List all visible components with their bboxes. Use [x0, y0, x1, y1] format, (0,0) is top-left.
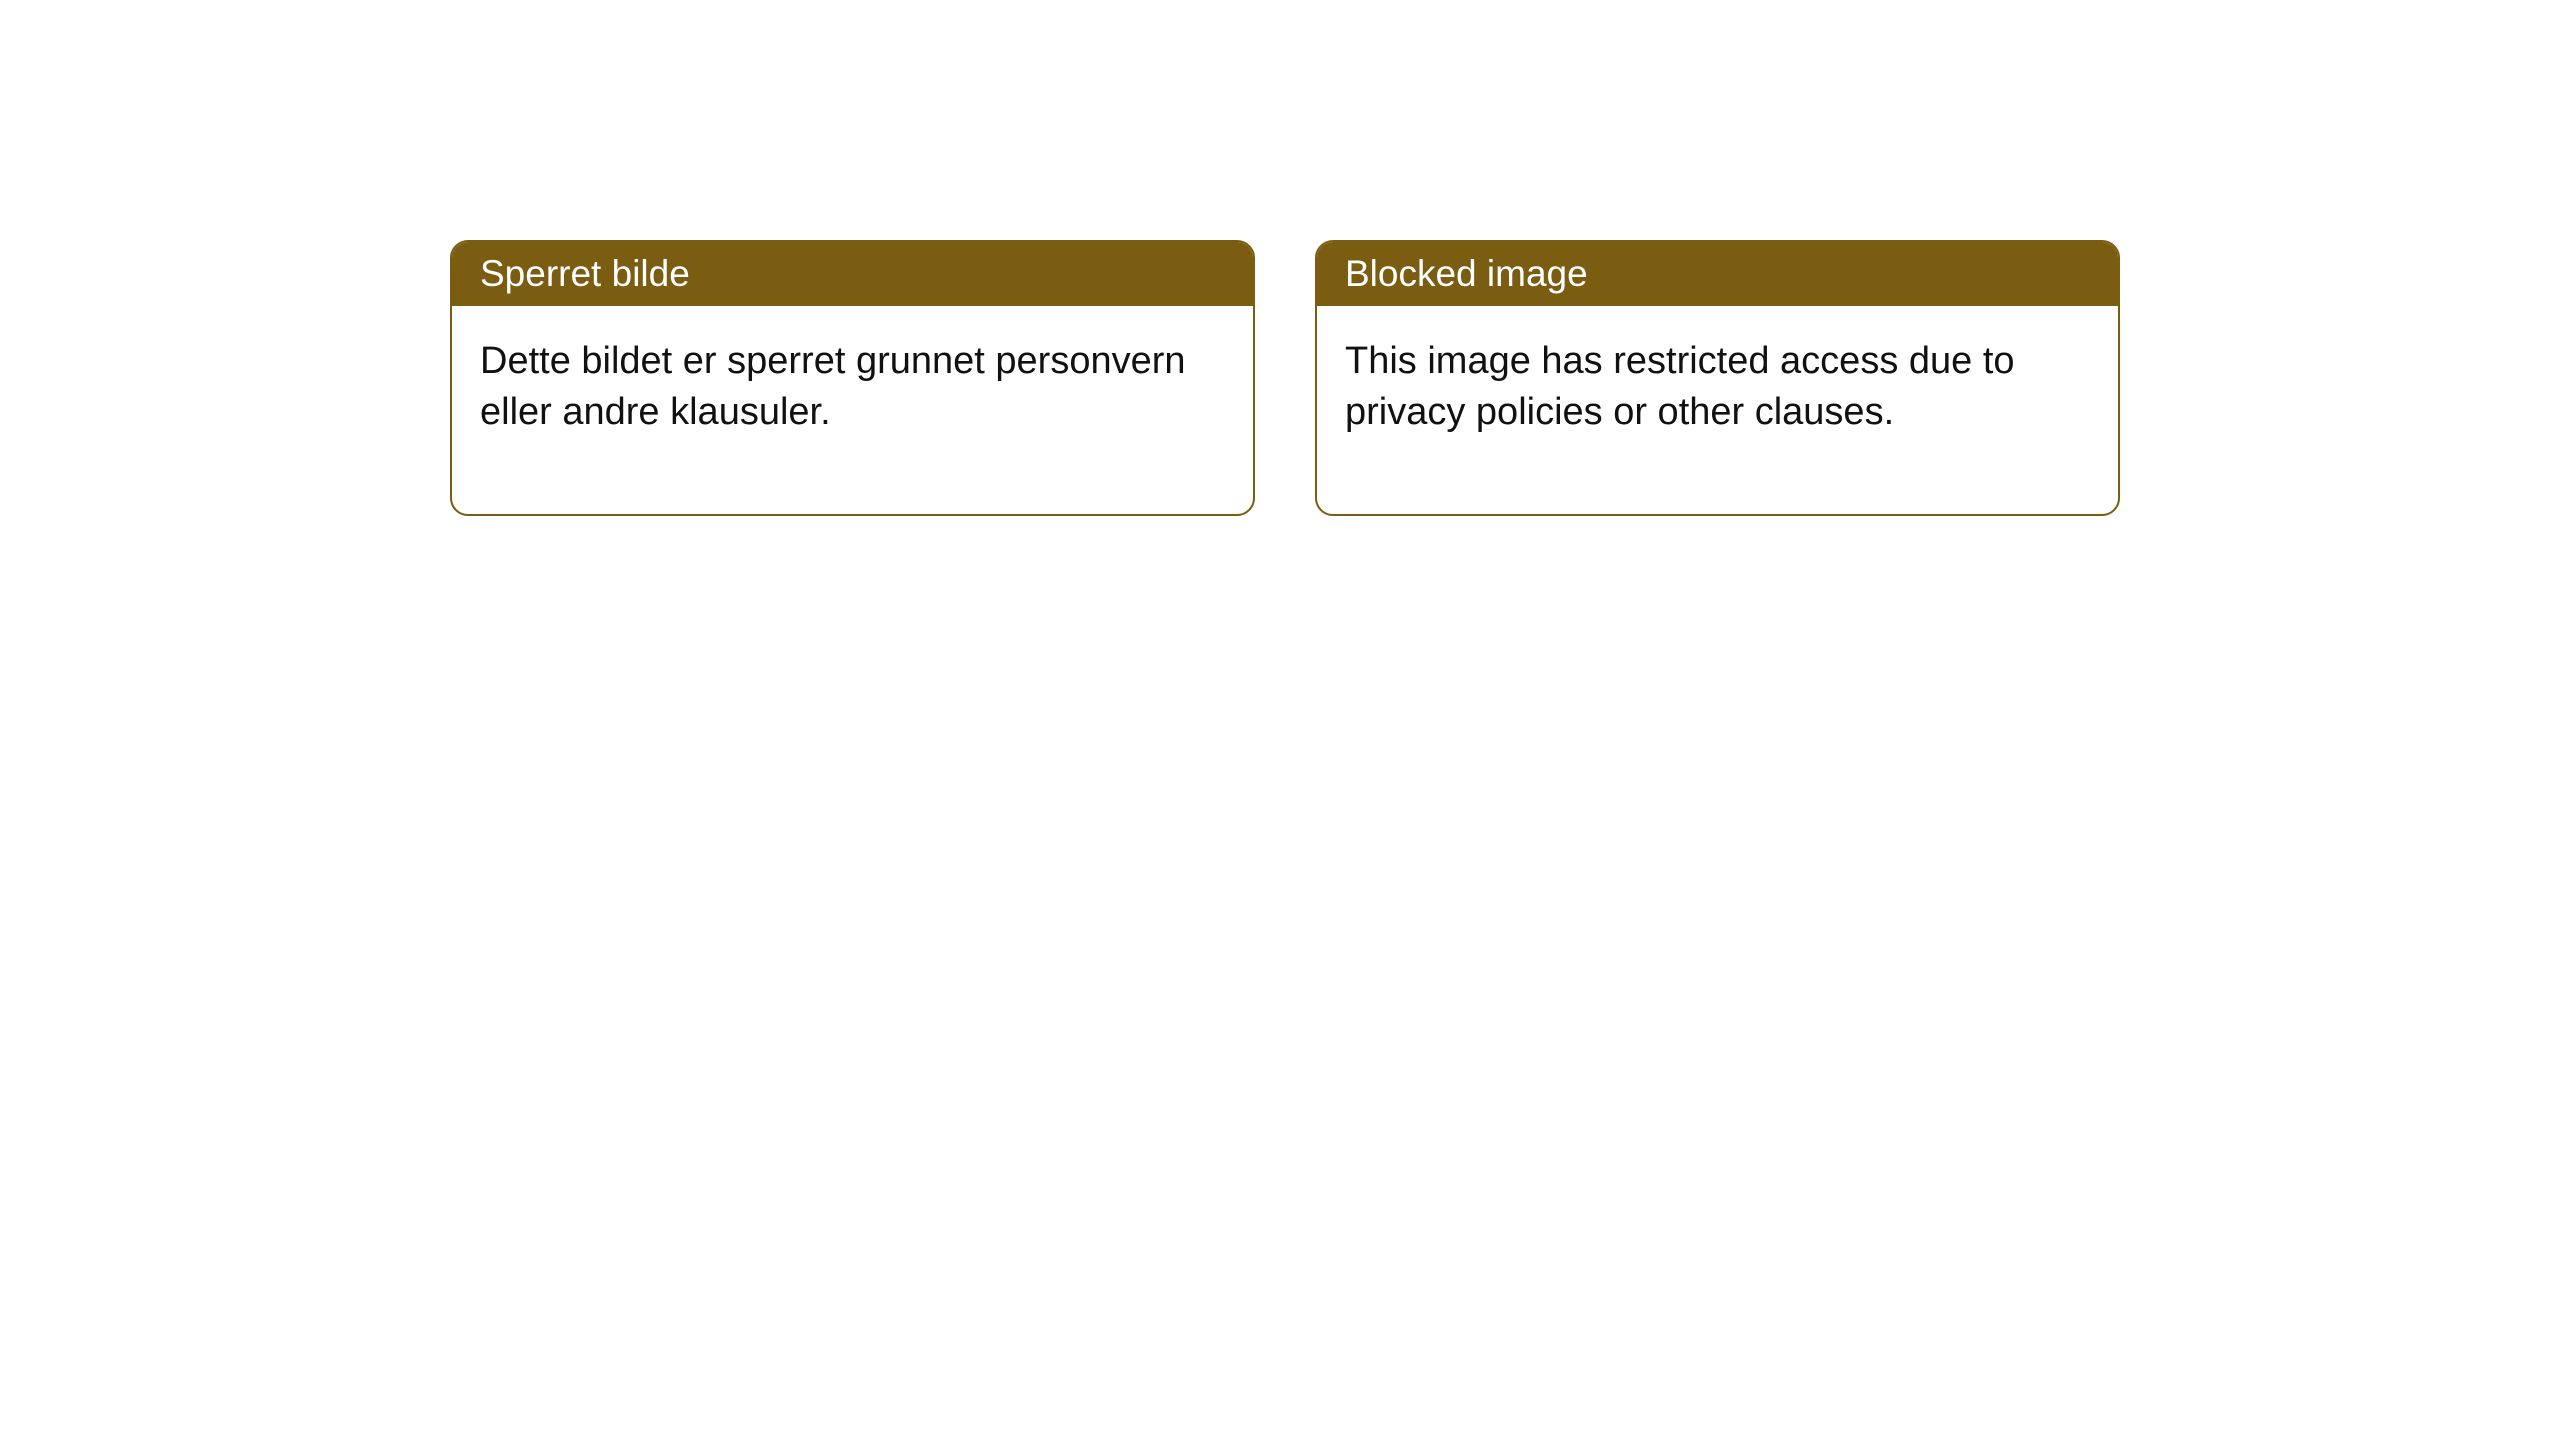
notice-card-norwegian: Sperret bilde Dette bildet er sperret gr…: [450, 240, 1255, 516]
notice-body: This image has restricted access due to …: [1317, 306, 2118, 514]
notice-card-english: Blocked image This image has restricted …: [1315, 240, 2120, 516]
notice-body: Dette bildet er sperret grunnet personve…: [452, 306, 1253, 514]
notice-header: Blocked image: [1317, 242, 2118, 306]
notice-header: Sperret bilde: [452, 242, 1253, 306]
notice-container: Sperret bilde Dette bildet er sperret gr…: [0, 0, 2560, 516]
